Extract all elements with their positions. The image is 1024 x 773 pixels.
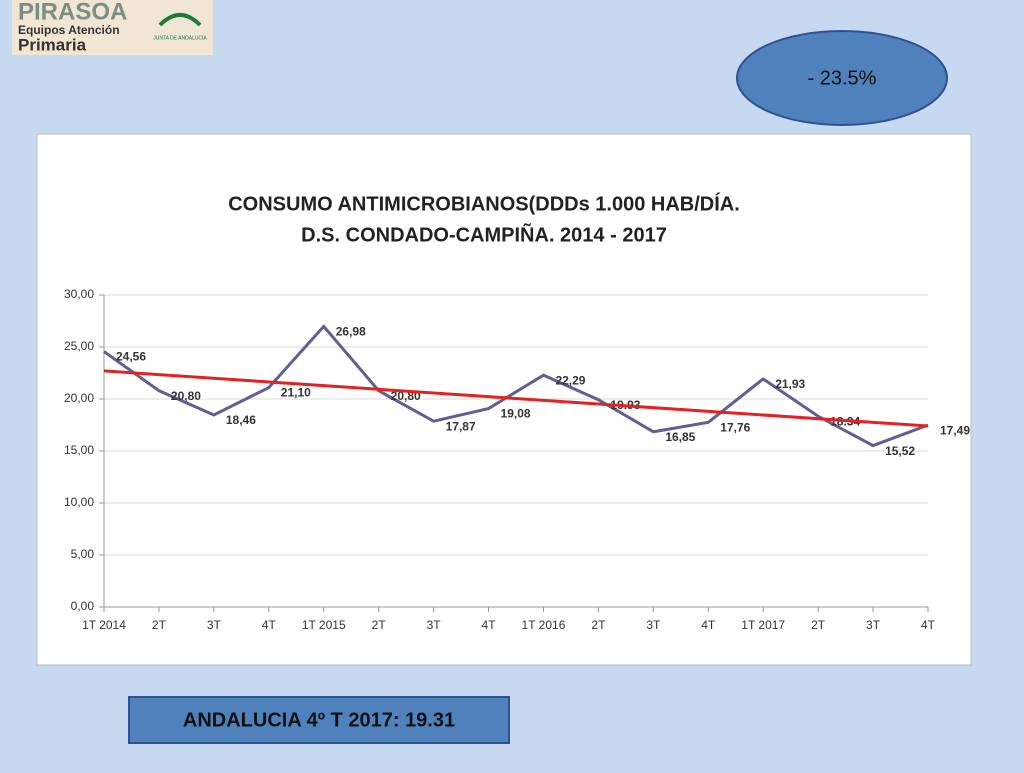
plot: 0,00 5,00 10,00 15,00 20,00 25,00 30,00 1T 2014… — [64, 287, 970, 632]
data-label: 16,85 — [665, 430, 695, 444]
y-tick-label: 0,00 — [71, 599, 95, 613]
x-tick-label: 4T — [482, 618, 497, 632]
data-label: 18,46 — [226, 413, 256, 427]
chart-title: CONSUMO ANTIMICROBIANOS(DDDs 1.000 HAB/D… — [228, 192, 740, 215]
x-tick-label: 3T — [427, 618, 442, 632]
data-label: 21,10 — [281, 386, 311, 400]
x-tick-label: 1T 2016 — [522, 618, 566, 632]
trend-line — [103, 369, 929, 428]
logo-org: JUNTA DE ANDALUCIA — [153, 35, 207, 41]
y-tick-label: 5,00 — [71, 547, 95, 561]
data-label: 17,87 — [446, 419, 476, 433]
y-tick-label: 15,00 — [64, 443, 94, 457]
x-tick-label: 2T — [372, 618, 387, 632]
data-label: 17,49 — [940, 423, 970, 437]
badge-text: - 23.5% — [808, 67, 877, 89]
footer-text: ANDALUCIA 4º T 2017: 19.31 — [183, 709, 455, 731]
data-label: 21,93 — [775, 377, 805, 391]
data-label: 24,56 — [116, 350, 146, 364]
x-tick-label: 1T 2014 — [82, 618, 126, 632]
logo — [12, 0, 213, 55]
logo-line: Primaria — [18, 35, 87, 54]
x-tick-label: 3T — [646, 618, 661, 632]
data-label: 20,80 — [171, 389, 201, 403]
y-tick-label: 30,00 — [64, 287, 94, 301]
chart-title: D.S. CONDADO-CAMPIÑA. 2014 - 2017 — [301, 223, 667, 246]
x-tick-label: 2T — [591, 618, 606, 632]
x-tick-label: 4T — [921, 618, 936, 632]
data-label: 22,29 — [555, 373, 585, 387]
badge — [736, 30, 948, 126]
footer-box — [128, 696, 510, 744]
logo-title: PIRASOA — [18, 0, 127, 25]
x-tick-label: 4T — [701, 618, 716, 632]
y-tick-label: 10,00 — [64, 495, 94, 509]
x-tick-label: 3T — [207, 618, 222, 632]
data-label: 26,98 — [336, 325, 366, 339]
x-tick-label: 1T 2017 — [741, 618, 785, 632]
y-tick-label: 25,00 — [64, 339, 94, 353]
x-tick-label: 2T — [811, 618, 826, 632]
y-tick-label: 20,00 — [64, 391, 94, 405]
logo-line: Equipos Atención — [18, 23, 120, 37]
x-tick-label: 1T 2015 — [302, 618, 346, 632]
data-label: 17,76 — [720, 420, 750, 434]
x-tick-label: 3T — [866, 618, 881, 632]
x-tick-label: 4T — [262, 618, 277, 632]
logo-icon — [158, 13, 202, 27]
x-tick-label: 2T — [152, 618, 167, 632]
data-label: 19,08 — [501, 407, 531, 421]
data-label: 15,52 — [885, 444, 915, 458]
data-line — [103, 324, 929, 448]
